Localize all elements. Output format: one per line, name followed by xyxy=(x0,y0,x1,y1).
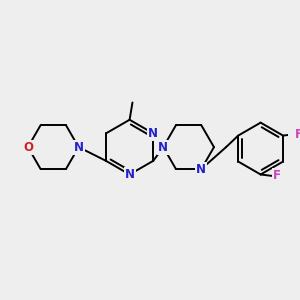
Text: N: N xyxy=(196,163,206,176)
Text: N: N xyxy=(158,141,168,154)
Text: F: F xyxy=(295,128,300,141)
Text: N: N xyxy=(124,168,135,181)
Text: F: F xyxy=(272,169,281,182)
Text: N: N xyxy=(148,127,158,140)
Text: N: N xyxy=(74,141,84,154)
Text: O: O xyxy=(23,141,33,154)
